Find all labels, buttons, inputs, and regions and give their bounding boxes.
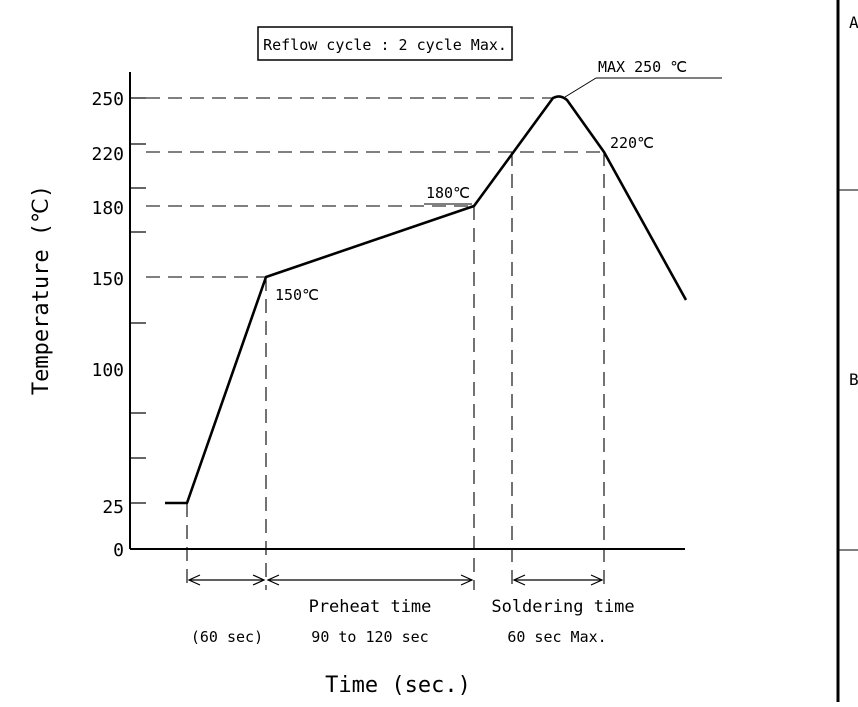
arrowhead <box>460 574 474 586</box>
profile-curve <box>165 95 688 505</box>
y-tick-label-0: 0 <box>113 540 124 561</box>
frame-zone-a: A <box>849 13 858 32</box>
label-220: 220℃ <box>610 134 654 152</box>
y-tick-label-25: 25 <box>102 497 124 518</box>
title-text: Reflow cycle : 2 cycle Max. <box>263 36 507 54</box>
arrowhead <box>590 574 604 586</box>
title-box <box>257 26 513 61</box>
interval-preheat-line1: Preheat time <box>309 597 432 617</box>
vertical-guides <box>186 152 605 590</box>
arrowhead <box>266 574 280 586</box>
horizontal-guides <box>146 97 604 278</box>
y-tick-label-180: 180 <box>91 198 124 219</box>
label-180: 180℃ <box>426 184 470 202</box>
interval-arrows <box>187 574 604 586</box>
peak-leader-d <box>564 77 597 98</box>
label-150: 150℃ <box>275 286 319 304</box>
y-tick-label-100: 100 <box>91 360 124 381</box>
y-axis-label: Temperature (℃) <box>29 185 54 395</box>
interval-first-line2: (60 sec) <box>191 628 263 646</box>
x-axis-label: Time (sec.) <box>325 673 471 698</box>
y-ticks <box>130 97 146 504</box>
peak-label: MAX 250 ℃ <box>598 58 687 76</box>
y-tick-label-250: 250 <box>91 89 124 110</box>
interval-soldering-line1: Soldering time <box>491 597 634 617</box>
interval-soldering-line2: 60 sec Max. <box>507 628 606 646</box>
interval-preheat-line2: 90 to 120 sec <box>311 628 428 646</box>
y-tick-label-220: 220 <box>91 144 124 165</box>
arrowhead <box>187 574 201 586</box>
arrowhead <box>512 574 526 586</box>
y-tick-label-150: 150 <box>91 269 124 290</box>
frame-zone-b: B <box>849 370 858 389</box>
arrowhead <box>252 574 266 586</box>
